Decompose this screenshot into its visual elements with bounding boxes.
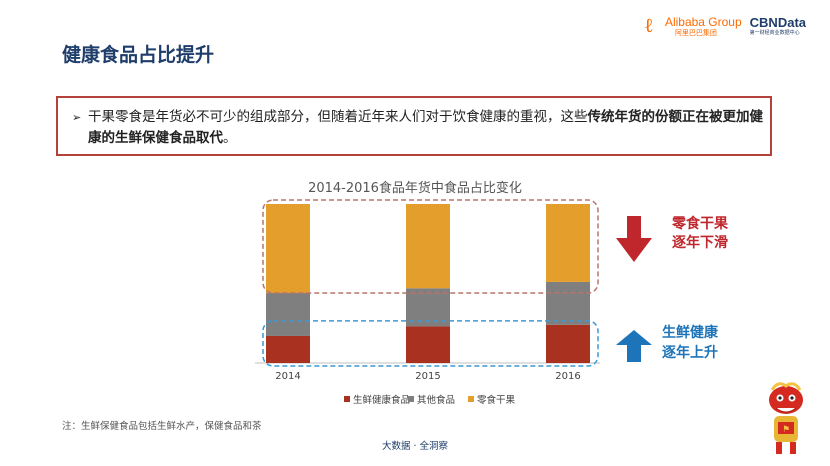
x-tick-label-2015: 2015	[415, 371, 440, 382]
health-rise-highlight-box	[262, 320, 599, 367]
snack-decline-line1: 零食干果	[671, 215, 729, 232]
alibaba-logo: ℓ Alibaba Group 阿里巴巴集团	[644, 13, 742, 38]
x-tick-label-2014: 2014	[275, 371, 300, 382]
legend-swatch-2	[468, 396, 474, 402]
bar-2014-series-2	[266, 204, 310, 294]
legend-swatch-0	[344, 396, 350, 402]
legend-label-1: 其他食品	[417, 394, 455, 406]
cbndata-sub: 第一财经商业数据中心	[749, 30, 800, 36]
lion-dance-mascot-icon: ⚑	[769, 382, 803, 454]
bar-2016-series-2	[546, 204, 590, 282]
callout-highlight: 传统年货的份额正在被更加健康的生鲜保健食品取代	[88, 109, 763, 146]
logos: ℓ Alibaba Group 阿里巴巴集团 CBNData 第一财经商业数据中…	[644, 13, 806, 38]
bar-2016-series-1	[546, 281, 590, 325]
health-rise-line2: 逐年上升	[662, 344, 718, 361]
alibaba-cn-name: 阿里巴巴集团	[674, 29, 717, 37]
bar-2015-series-0	[406, 326, 450, 363]
down-arrow-icon	[616, 216, 652, 262]
callout-part1: 干果零食是年货必不可少的组成部分，但随着近年来人们对于饮食健康的重视，这些	[88, 109, 588, 125]
bar-2015-series-2	[406, 204, 450, 289]
footer-tagline: 大数据 · 全洞察	[381, 441, 449, 452]
page-title: 健康食品占比提升	[62, 44, 215, 66]
alibaba-mark-icon: ℓ	[644, 13, 653, 37]
callout-text: ➢ 干果零食是年货必不可少的组成部分，但随着近年来人们对于饮食健康的重视，这些传…	[72, 107, 764, 149]
callout-box: ➢ 干果零食是年货必不可少的组成部分，但随着近年来人们对于饮食健康的重视，这些传…	[56, 96, 772, 156]
svg-text:⚑: ⚑	[782, 425, 790, 435]
cbndata-logo: CBNData 第一财经商业数据中心	[750, 16, 806, 37]
bar-2016-series-0	[546, 324, 590, 363]
legend-swatch-1	[408, 396, 414, 402]
bar-2014-series-0	[266, 335, 310, 363]
cbndata-name: CBNData	[749, 15, 806, 30]
health-rise-line1: 生鲜健康	[662, 324, 719, 341]
chart-title: 2014-2016食品年货中食品占比变化	[308, 181, 522, 196]
up-arrow-icon	[616, 330, 652, 362]
legend-label-0: 生鲜健康食品	[353, 394, 410, 406]
callout-part2: 。	[223, 130, 237, 146]
snack-decline-highlight-box	[262, 199, 599, 294]
x-tick-label-2016: 2016	[555, 371, 580, 382]
footnote: 注：生鲜保健食品包括生鲜水产，保健食品和茶	[62, 421, 262, 432]
bar-2014-series-1	[266, 293, 310, 336]
bar-2015-series-1	[406, 288, 450, 327]
alibaba-name: Alibaba Group	[664, 15, 742, 29]
snack-decline-line2: 逐年下滑	[672, 234, 728, 251]
legend-label-2: 零食干果	[477, 394, 516, 406]
bullet-arrow-icon: ➢	[72, 111, 82, 124]
